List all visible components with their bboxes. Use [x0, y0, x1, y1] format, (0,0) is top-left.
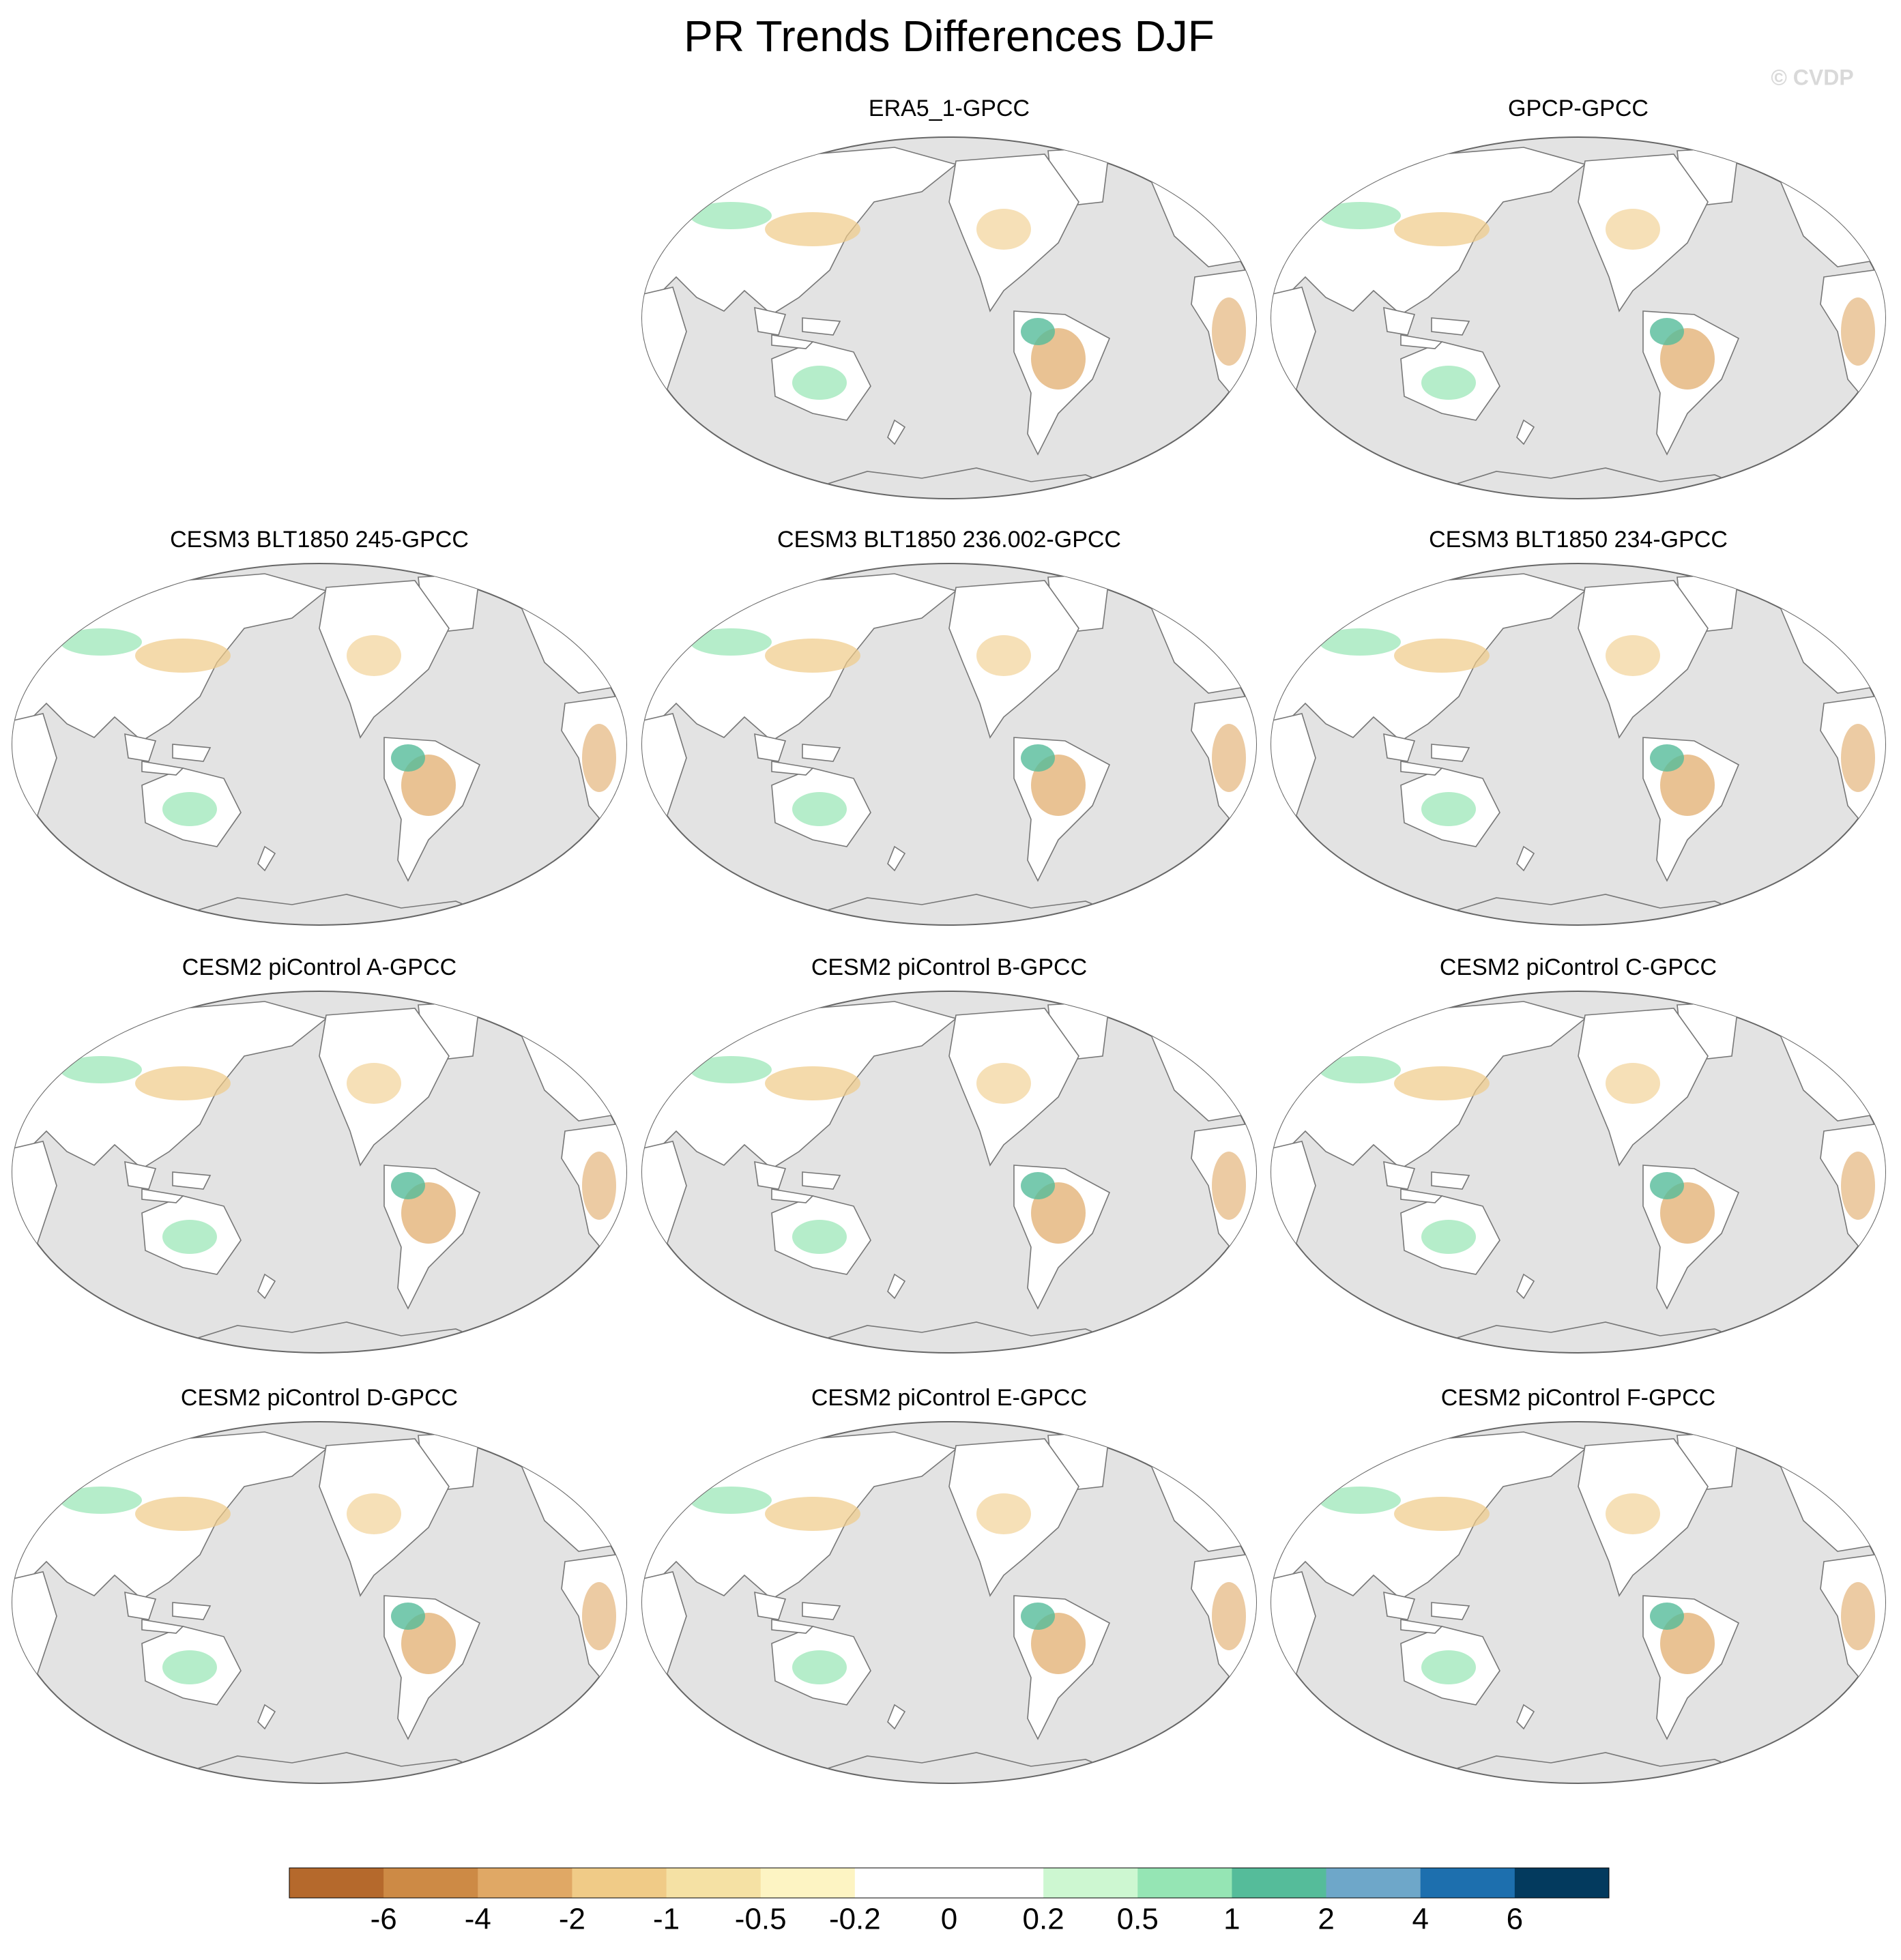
map-panel: CESM2 piControl E-GPCC — [628, 1385, 1270, 1783]
map-panel: CESM2 piControl A-GPCC — [0, 954, 640, 1353]
globe-map — [0, 564, 640, 925]
colorbar-label: 0.2 — [1023, 1903, 1064, 1936]
panel-title: CESM2 piControl D-GPCC — [181, 1385, 458, 1411]
panel-title: CESM2 piControl E-GPCC — [811, 1385, 1087, 1411]
globe-map — [628, 564, 1270, 925]
panel-title: CESM3 BLT1850 245-GPCC — [170, 527, 469, 553]
globe-map — [1258, 137, 1899, 499]
colorbar-swatch — [478, 1868, 572, 1898]
globe-map — [628, 991, 1270, 1353]
colorbar-label: 0.5 — [1117, 1903, 1159, 1936]
colorbar-frame — [289, 1867, 1610, 1899]
panel-title: CESM2 piControl F-GPCC — [1441, 1385, 1715, 1411]
globe-map — [0, 1422, 640, 1783]
figure-title: PR Trends Differences DJF — [684, 12, 1215, 61]
colorbar-label: -1 — [653, 1903, 680, 1936]
colorbar-swatch — [1326, 1868, 1421, 1898]
colorbar-label: -0.5 — [735, 1903, 787, 1936]
panel-title: ERA5_1-GPCC — [869, 96, 1030, 121]
colorbar-swatch — [1232, 1868, 1327, 1898]
colorbar-swatch — [949, 1868, 1044, 1898]
colorbar-swatch — [572, 1868, 667, 1898]
colorbar-label: -6 — [371, 1903, 397, 1936]
map-panel: CESM2 piControl D-GPCC — [0, 1385, 640, 1783]
panel-title: CESM3 BLT1850 236.002-GPCC — [777, 527, 1121, 553]
colorbar-label: 2 — [1318, 1903, 1334, 1936]
colorbar-label: -4 — [465, 1903, 491, 1936]
colorbar-swatch — [666, 1868, 761, 1898]
panel-title: CESM2 piControl C-GPCC — [1440, 954, 1717, 980]
watermark: © CVDP — [1771, 65, 1853, 89]
colorbar-swatch — [1043, 1868, 1138, 1898]
map-panel: GPCP-GPCC — [1258, 96, 1899, 499]
colorbar-label: 1 — [1223, 1903, 1240, 1936]
map-panel: CESM2 piControl B-GPCC — [628, 954, 1270, 1353]
colorbar-label: 6 — [1507, 1903, 1523, 1936]
colorbar-swatch — [854, 1868, 950, 1898]
globe-map — [1258, 991, 1899, 1353]
colorbar-label: 4 — [1412, 1903, 1428, 1936]
colorbar-swatch — [1420, 1868, 1515, 1898]
globe-map — [1258, 564, 1899, 925]
colorbar-label: -2 — [559, 1903, 585, 1936]
panel-title: CESM2 piControl B-GPCC — [811, 954, 1087, 980]
colorbar-swatch — [289, 1868, 384, 1898]
colorbar-swatch — [1514, 1868, 1610, 1898]
globe-map — [1258, 1422, 1899, 1783]
globe-map — [0, 991, 640, 1353]
globe-map — [628, 1422, 1270, 1783]
map-panel: CESM2 piControl F-GPCC — [1258, 1385, 1899, 1783]
colorbar-label: 0 — [941, 1903, 957, 1936]
colorbar-swatch — [1137, 1868, 1232, 1898]
panel-title: CESM3 BLT1850 234-GPCC — [1429, 527, 1728, 553]
colorbar-label: -0.2 — [829, 1903, 881, 1936]
panel-title: GPCP-GPCC — [1508, 96, 1649, 121]
map-panel: CESM3 BLT1850 234-GPCC — [1258, 527, 1899, 925]
map-panel: ERA5_1-GPCC — [628, 96, 1270, 499]
map-panel: CESM2 piControl C-GPCC — [1258, 954, 1899, 1353]
panel-title: CESM2 piControl A-GPCC — [182, 954, 456, 980]
colorbar-swatch — [760, 1868, 856, 1898]
map-panel: CESM3 BLT1850 236.002-GPCC — [628, 527, 1270, 925]
globe-map — [628, 137, 1270, 499]
colorbar-swatch — [383, 1868, 478, 1898]
map-panel: CESM3 BLT1850 245-GPCC — [0, 527, 640, 925]
